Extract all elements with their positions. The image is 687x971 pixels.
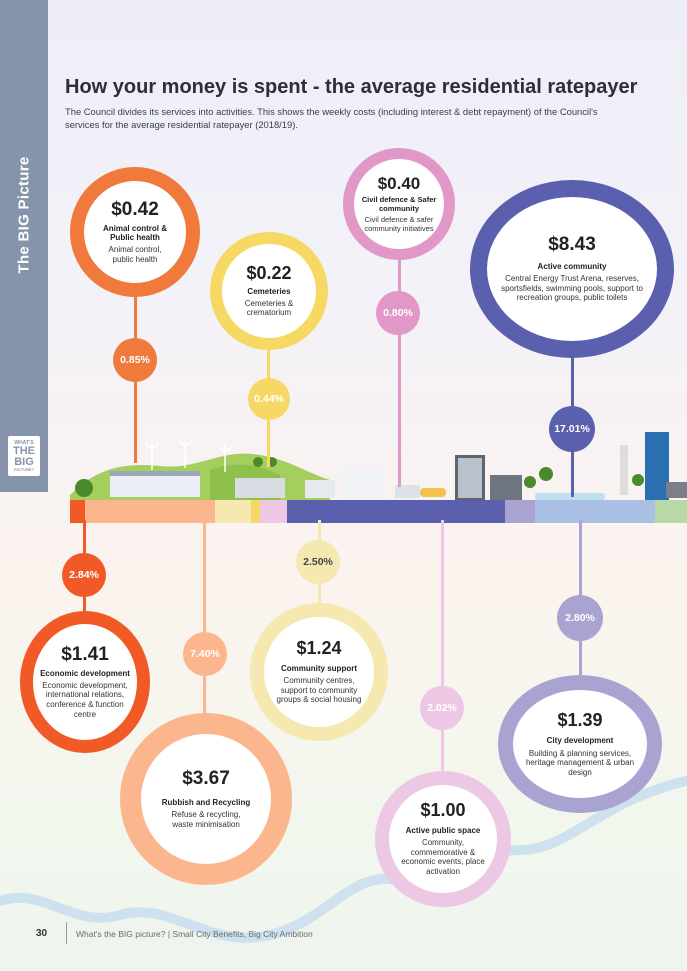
activity-category: Economic development: [40, 668, 130, 678]
river-graphic: [0, 775, 687, 943]
activity-description: Central Energy Trust Arena, reserves, sp…: [501, 274, 643, 303]
sidebar: The BIG Picture WHAT'S THE BIG PICTURE?: [0, 0, 48, 492]
trees-graphic: [75, 457, 644, 497]
percent-badge-cemeteries: 0.44%: [248, 378, 290, 420]
activity-description: Cemeteries & crematorium: [244, 298, 294, 318]
page-subtitle: The Council divides its services into ac…: [65, 106, 598, 130]
activity-circle-economic: $1.41 Economic development Economic deve…: [20, 611, 150, 753]
activity-description: Refuse & recycling, waste minimisation: [171, 809, 241, 829]
activity-amount: $1.00: [420, 800, 466, 821]
activity-category: Animal control & Public health: [102, 223, 167, 242]
activity-category: Rubbish and Recycling: [161, 797, 251, 807]
connector-public-space: [441, 520, 444, 780]
percent-badge-civil: 0.80%: [376, 291, 420, 335]
percent-badge-community-support: 2.50%: [296, 540, 340, 584]
activity-category: Community support: [281, 663, 357, 673]
activity-amount: $3.67: [182, 767, 230, 789]
activity-description: Economic development, international rela…: [42, 680, 128, 719]
activity-amount: $1.24: [296, 638, 342, 659]
activity-description: Community, commemorative & economic even…: [401, 838, 485, 877]
buildings-graphic: [110, 432, 687, 500]
car-graphic: [420, 488, 446, 497]
pool-graphic: [535, 493, 605, 500]
logo-line-3: PICTURE?: [14, 466, 34, 472]
footer-divider: [66, 922, 67, 944]
page-number: 30: [36, 928, 48, 939]
activity-circle-community-support: $1.24 Community support Community centre…: [250, 603, 388, 741]
activity-circle-cemeteries: $0.22 Cemeteries Cemeteries & crematoriu…: [210, 232, 328, 350]
activity-circle-public-space: $1.00 Active public space Community, com…: [375, 771, 511, 907]
activity-circle-city-dev: $1.39 City development Building & planni…: [498, 675, 662, 813]
activity-circle-civil: $0.40 Civil defence & Safer community Ci…: [343, 148, 455, 260]
activity-category: City development: [546, 736, 614, 746]
activity-circle-rubbish: $3.67 Rubbish and Recycling Refuse & rec…: [120, 713, 292, 885]
activity-amount: $0.42: [111, 198, 159, 220]
wind-turbines-graphic: [144, 438, 233, 472]
ground-bar: [70, 500, 687, 523]
activity-category: Civil defence & Safer community: [361, 195, 437, 213]
big-picture-logo: WHAT'S THE BIG PICTURE?: [8, 436, 40, 476]
activity-amount: $0.40: [377, 173, 421, 193]
activity-description: Civil defence & safer community initiati…: [364, 215, 434, 234]
activity-description: Animal control, public health: [108, 245, 162, 264]
activity-circle-active-community: $8.43 Active community Central Energy Tr…: [470, 180, 674, 358]
activity-circle-animal: $0.42 Animal control & Public health Ani…: [70, 167, 200, 297]
connector-rubbish: [203, 520, 206, 720]
footer-text: What's the BIG picture? | Small City Ben…: [76, 929, 313, 939]
activity-amount: $0.22: [246, 262, 292, 283]
activity-amount: $1.39: [557, 709, 603, 730]
percent-badge-animal: 0.85%: [113, 338, 157, 382]
logo-line-2: THE BIG: [13, 444, 35, 468]
activity-amount: $8.43: [548, 234, 596, 256]
activity-amount: $1.41: [61, 643, 109, 665]
logo-line-1: WHAT'S: [14, 439, 34, 446]
activity-category: Active community: [537, 261, 607, 271]
percent-badge-city-dev: 2.80%: [557, 595, 603, 641]
activity-category: Cemeteries: [247, 286, 291, 296]
percent-badge-active-community: 17.01%: [549, 406, 595, 452]
percent-badge-economic: 2.84%: [62, 553, 106, 597]
activity-description: Building & planning services, heritage m…: [525, 748, 635, 777]
percent-badge-public-space: 2.02%: [420, 686, 464, 730]
connector-civil: [398, 255, 401, 487]
activity-description: Community centres, support to community …: [276, 676, 362, 705]
percent-badge-rubbish: 7.40%: [183, 632, 227, 676]
activity-category: Active public space: [405, 826, 481, 836]
page-title: How your money is spent - the average re…: [65, 76, 638, 98]
